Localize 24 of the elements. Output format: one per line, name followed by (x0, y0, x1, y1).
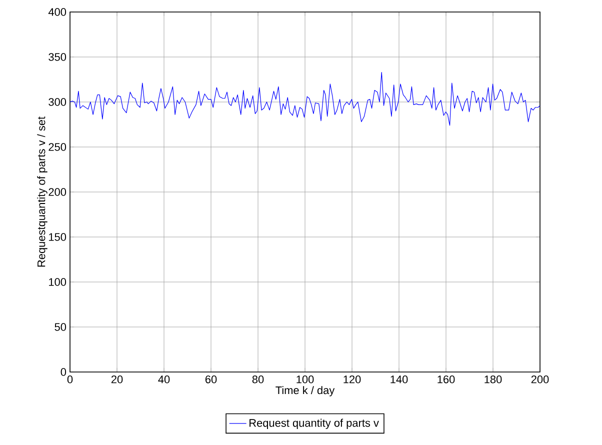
x-tick-label: 180 (484, 376, 502, 384)
x-tick-label: 160 (438, 376, 455, 384)
x-tick-label: 200 (531, 376, 549, 384)
y-tick-label: 150 (49, 233, 66, 241)
x-axis-title: Time k / day (276, 386, 335, 396)
y-tick-label: 0 (60, 368, 66, 376)
y-tick-label: 300 (48, 98, 66, 106)
x-tick-label: 20 (111, 376, 123, 384)
line-series (70, 72, 540, 126)
x-tick-label: 140 (390, 376, 408, 384)
y-tick-label: 200 (48, 188, 66, 196)
x-tick-label: 60 (205, 376, 217, 384)
y-tick-label: 100 (49, 278, 66, 286)
x-tick-label: 120 (344, 376, 361, 384)
x-tick-label: 0 (67, 376, 73, 384)
y-tick-label: 400 (48, 8, 66, 16)
x-tick-label: 40 (158, 376, 170, 384)
y-tick-label: 50 (54, 323, 66, 331)
y-tick-label: 350 (48, 53, 66, 61)
x-tick-label: 80 (252, 376, 264, 384)
y-tick-label: 250 (48, 143, 66, 151)
y-axis-title: Requestquantity of parts v / set (37, 116, 48, 267)
x-tick-label: 100 (296, 376, 314, 384)
legend-label: Request quantity of parts v (250, 418, 379, 429)
